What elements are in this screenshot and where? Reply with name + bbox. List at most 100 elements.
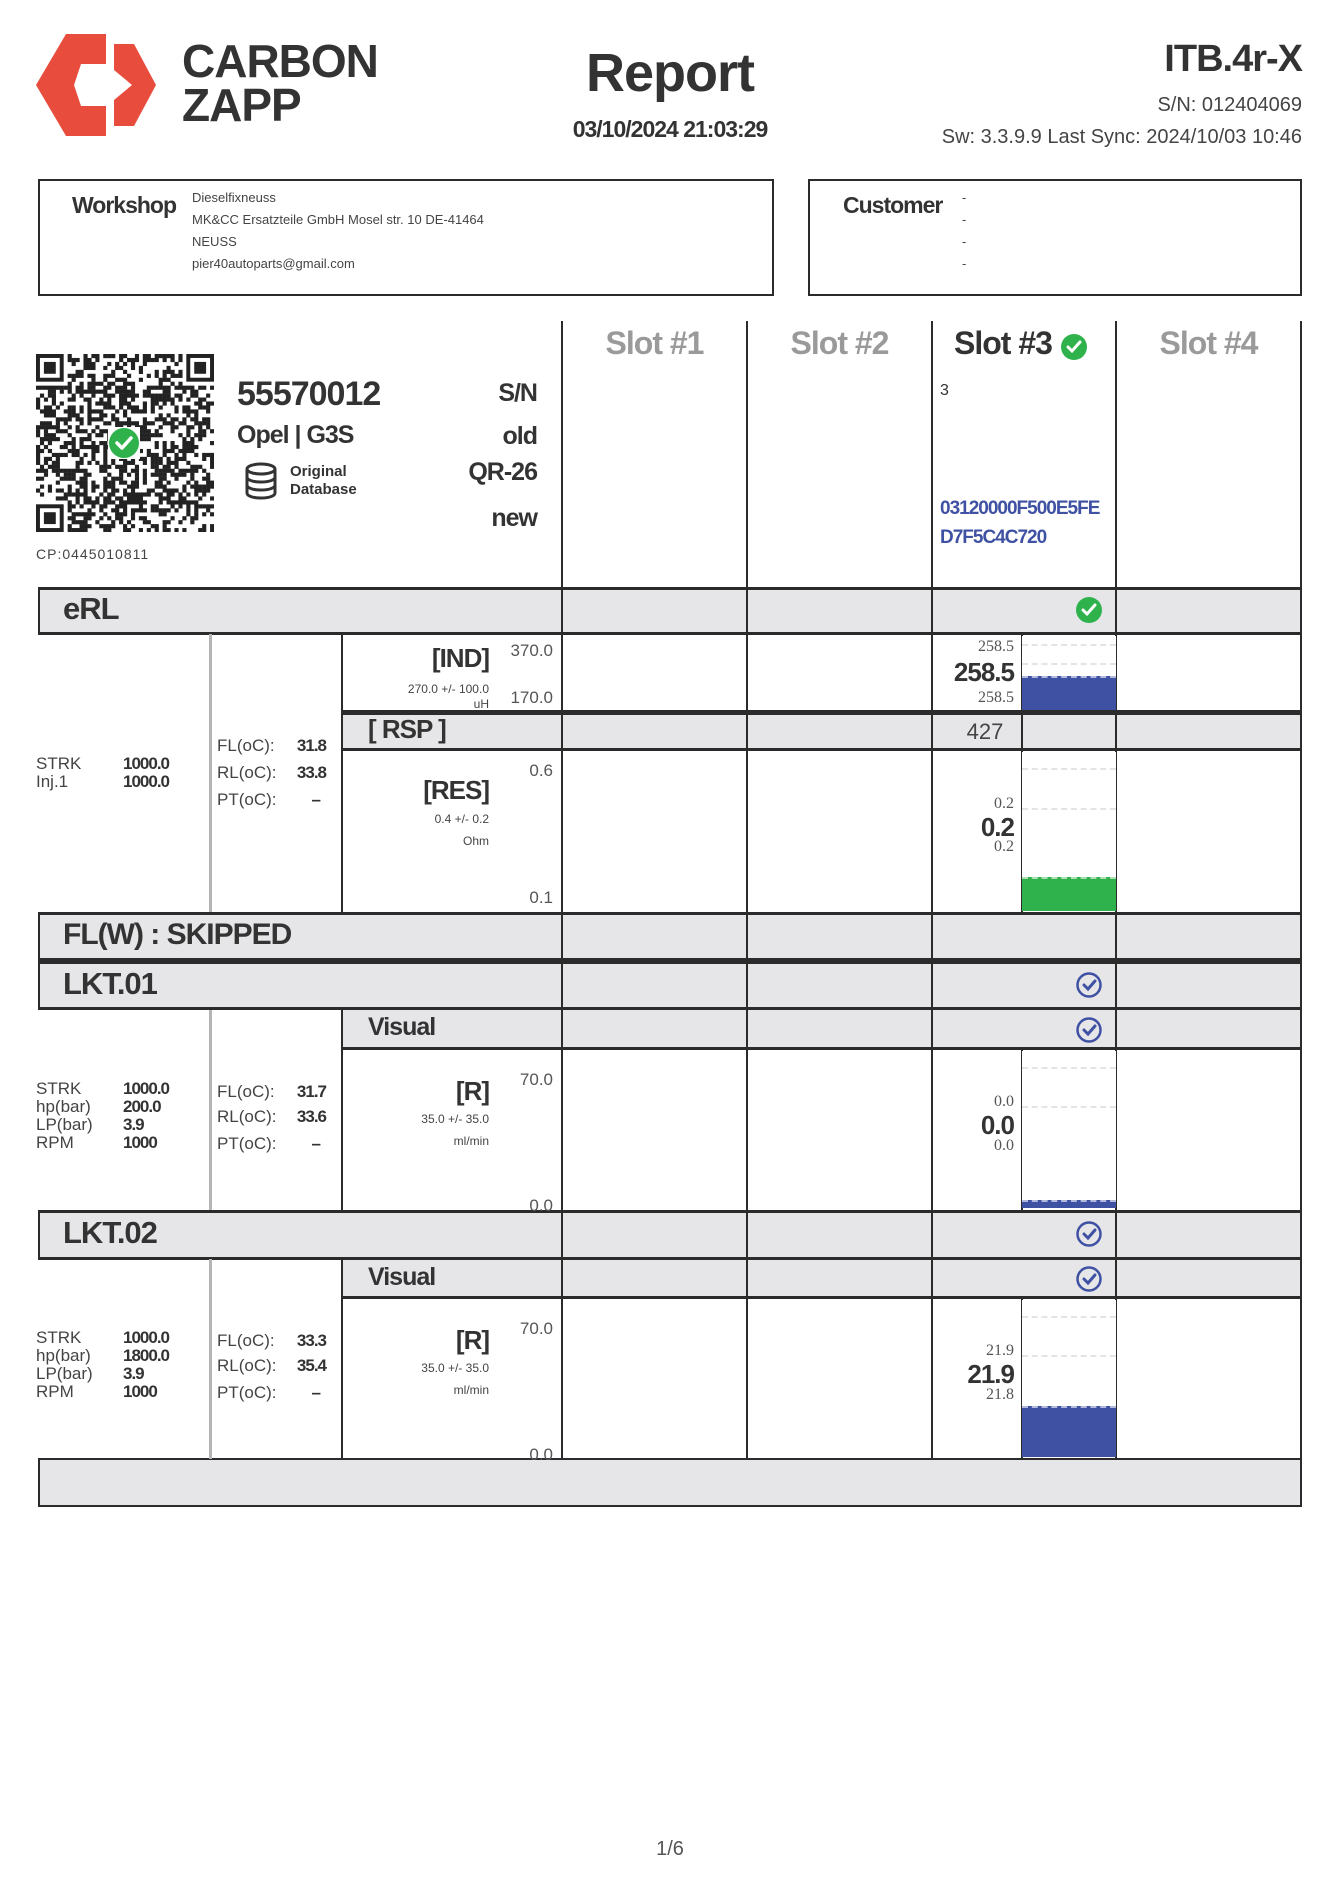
rl-value: 33.6 [296,1107,327,1126]
gauge-guide-line [1022,1066,1116,1069]
cond-label: RPM [36,1382,74,1401]
check-circle-icon [108,427,140,459]
pt-label: PT(oC): [217,1383,277,1402]
cond-value: 1000.0 [123,1079,170,1098]
r-slot3-bottom: 21.8 [986,1386,1014,1403]
lkt01-title: LKT.01 [63,966,158,1001]
report-datetime: 03/10/2024 21:03:29 [572,116,769,142]
brand-line1: CARBON [182,35,379,87]
customer-box [808,179,1302,296]
cond-label: STRK [36,754,82,773]
customer-line: - [962,256,967,271]
fl-value: 31.8 [296,736,327,755]
gauge-guide-line [1022,767,1116,770]
database-line2: Database [290,481,357,498]
sn-label: S/N [498,379,538,407]
lkt02-title: LKT.02 [63,1215,158,1250]
r-min: 0.0 [529,1445,553,1464]
param-divider [341,1259,343,1459]
workshop-address: MK&CC Ersatzteile GmbH Mosel str. 10 DE-… [192,212,484,227]
old-label: old [502,422,539,450]
rl-label: RL(oC): [217,763,277,782]
check-circle-outline-icon [1076,1266,1102,1292]
fl-value: 33.3 [296,1331,327,1350]
page-title: Report [586,43,755,103]
cond-value: 1000 [123,1133,158,1152]
rsp-label: [ RSP ] [368,714,447,744]
cond-value: 200.0 [123,1097,162,1116]
ind-max: 370.0 [510,641,553,660]
r-label: [R] [455,1076,490,1106]
r-spec: 35.0 +/- 35.0 [421,1361,489,1375]
code-label: QR-26 [468,458,538,486]
database-icon [245,462,277,500]
r-slot3-bottom: 0.0 [994,1137,1014,1154]
cond-value: 1800.0 [123,1346,170,1365]
r-slot3-value: 0.0 [980,1110,1015,1140]
r-label: [R] [455,1325,490,1355]
slot-2-header: Slot #2 [790,325,890,361]
lkt02-slot3-gauge [1022,1300,1116,1457]
software-info: Sw: 3.3.9.9 Last Sync: 2024/10/03 10:46 [941,126,1302,148]
gauge-fill [1022,1405,1116,1457]
r-min: 0.0 [529,1196,553,1215]
slot-divider [746,321,748,1459]
param-divider [341,1010,343,1210]
lkt01-visual-label: Visual [368,1013,436,1041]
flw-title: FL(W) : SKIPPED [63,918,292,951]
pt-label: PT(oC): [217,1134,277,1153]
customer-line: - [962,190,967,205]
ind-spec: 270.0 +/- 100.0 [407,682,489,696]
slot-3-code-line1: 03120000F500E5FE [940,498,1100,519]
gauge-guide-line [1022,807,1116,810]
rl-value: 33.8 [296,763,327,782]
gauge-guide-line [1022,1105,1116,1108]
slot-divider [561,321,563,1459]
cond-label: Inj.1 [36,772,69,791]
ind-min: 170.0 [510,688,553,707]
pt-value: – [311,790,321,809]
gauge-fill [1022,877,1116,911]
r-max: 70.0 [519,1319,553,1338]
res-slot3-value: 0.2 [980,812,1015,842]
gauge-guide-line [1022,643,1116,646]
ind-unit: uH [473,697,489,711]
cond-divider [209,1259,212,1459]
fl-label: FL(oC): [217,1331,275,1350]
r-spec: 35.0 +/- 35.0 [421,1112,489,1126]
pt-value: – [311,1383,321,1402]
r-slot3-top: 0.0 [994,1093,1014,1110]
cp-number: CP:0445010811 [36,546,150,562]
gauge-fill [1022,676,1116,712]
slot-4-header: Slot #4 [1159,325,1259,361]
fl-value: 31.7 [296,1082,327,1101]
ind-label: [IND] [431,643,490,673]
slot-divider [931,321,933,1459]
gauge-guide-line [1022,662,1116,665]
slot-3-serial: 3 [940,382,949,399]
part-number: 55570012 [237,375,381,413]
cond-divider [209,1010,212,1210]
gauge-guide-line [1022,1354,1116,1357]
brand-line2: ZAPP [182,79,302,131]
database-line1: Original [290,463,347,480]
check-circle-outline-icon [1076,1017,1102,1043]
rsp-row [342,712,1302,751]
rl-label: RL(oC): [217,1107,277,1126]
cond-label: hp(bar) [36,1346,91,1365]
check-circle-outline-icon [1076,1221,1102,1247]
cond-value: 1000.0 [123,1328,170,1347]
workshop-label: Workshop [72,192,177,218]
injector-make: Opel | G3S [237,421,354,449]
res-min: 0.1 [529,888,553,907]
check-circle-icon [1061,334,1087,360]
page-number: 1/6 [656,1838,684,1860]
workshop-city: NEUSS [192,234,237,249]
cond-value: 1000.0 [123,772,170,791]
device-serial: S/N: 012404069 [1157,94,1302,116]
fl-label: FL(oC): [217,1082,275,1101]
workshop-email: pier40autoparts@gmail.com [192,256,355,271]
slot-divider [1115,321,1117,1459]
customer-label: Customer [843,192,943,218]
slot-3-header: Slot #3 [954,325,1053,361]
